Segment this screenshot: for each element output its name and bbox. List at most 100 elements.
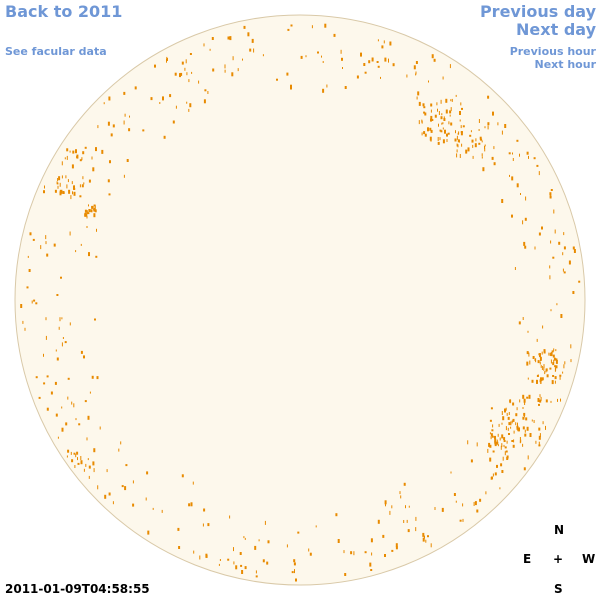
compass-south-label: S xyxy=(554,582,563,596)
facula-point xyxy=(537,374,539,377)
observation-timestamp: 2011-01-09T04:58:55 xyxy=(5,582,150,596)
facula-point xyxy=(207,91,209,94)
facula-point xyxy=(266,561,269,565)
facula-point xyxy=(522,394,525,399)
facula-point xyxy=(492,111,494,116)
facula-point xyxy=(384,554,386,557)
facula-point xyxy=(528,352,530,357)
facula-point xyxy=(501,199,504,203)
facula-point xyxy=(28,269,31,272)
facula-point xyxy=(489,419,492,422)
facula-point xyxy=(161,509,163,513)
facula-point xyxy=(552,362,555,366)
facula-point xyxy=(555,365,558,369)
facula-point xyxy=(33,299,36,302)
facula-point xyxy=(71,459,74,463)
facula-point xyxy=(522,407,524,409)
facula-point xyxy=(568,260,571,265)
facula-point xyxy=(353,551,355,556)
facula-point xyxy=(475,138,477,142)
facula-point xyxy=(321,55,322,58)
facula-point xyxy=(177,527,180,531)
facula-point xyxy=(43,382,46,385)
facula-point xyxy=(70,195,72,200)
facula-point xyxy=(539,433,541,438)
facula-point xyxy=(290,84,292,89)
facula-point xyxy=(400,495,402,499)
next-hour-link[interactable]: Next hour xyxy=(534,58,597,71)
facula-point xyxy=(78,423,81,426)
facula-point xyxy=(35,302,38,305)
facula-point xyxy=(315,525,317,528)
facula-point xyxy=(441,507,444,512)
facula-point xyxy=(505,407,507,411)
facula-point xyxy=(436,102,438,106)
facula-point xyxy=(478,129,480,131)
previous-hour-link[interactable]: Previous hour xyxy=(509,45,596,58)
facula-point xyxy=(166,58,167,63)
facula-point xyxy=(511,420,513,424)
facula-point xyxy=(86,226,88,228)
facula-point xyxy=(456,143,458,147)
facula-point xyxy=(118,448,120,452)
facula-point xyxy=(487,95,490,99)
facula-point xyxy=(560,314,563,318)
facula-point xyxy=(45,317,47,321)
facula-point xyxy=(300,55,303,59)
facula-point xyxy=(467,147,470,152)
facula-point xyxy=(322,61,324,63)
facula-point xyxy=(504,446,507,449)
facula-point xyxy=(267,540,270,544)
facula-point xyxy=(391,505,393,509)
facula-point xyxy=(242,58,243,61)
facula-point xyxy=(178,546,181,549)
facula-point xyxy=(570,359,572,363)
facula-point xyxy=(560,398,561,402)
facula-point xyxy=(73,188,76,190)
facula-point xyxy=(415,516,417,521)
facula-point xyxy=(193,550,195,554)
facula-point xyxy=(66,455,68,458)
facula-point xyxy=(72,191,73,195)
compass-north-label: N xyxy=(554,523,565,537)
facula-point xyxy=(512,444,515,448)
facula-point xyxy=(233,561,235,565)
facula-point xyxy=(572,246,575,250)
facula-point xyxy=(417,91,420,96)
facula-point xyxy=(422,537,425,542)
facula-point xyxy=(202,523,204,527)
facula-point xyxy=(85,213,87,216)
facula-point xyxy=(209,48,211,51)
facula-point xyxy=(389,510,391,515)
facula-point xyxy=(232,56,234,61)
facula-point xyxy=(112,124,115,128)
facula-point xyxy=(264,520,266,525)
next-day-link[interactable]: Next day xyxy=(516,20,596,39)
facula-point xyxy=(56,181,58,185)
facula-point xyxy=(399,491,401,495)
facula-point xyxy=(522,426,525,430)
facula-point xyxy=(476,442,478,447)
facula-point xyxy=(203,43,205,47)
facula-point xyxy=(59,317,61,322)
facula-point xyxy=(459,519,462,522)
previous-day-link[interactable]: Previous day xyxy=(479,2,596,21)
facula-point xyxy=(371,552,373,556)
see-facular-data-link[interactable]: See facular data xyxy=(5,45,107,58)
facula-point xyxy=(501,422,503,425)
facula-point xyxy=(64,157,66,160)
facula-point xyxy=(293,559,296,563)
back-to-year-link[interactable]: Back to 2011 xyxy=(5,2,123,21)
facula-point xyxy=(501,130,503,135)
facula-point xyxy=(499,437,501,441)
facula-point xyxy=(73,191,76,196)
facula-point xyxy=(107,179,110,183)
facula-point xyxy=(531,379,534,383)
facula-point xyxy=(554,365,557,368)
facula-point xyxy=(559,374,562,377)
facula-point xyxy=(416,96,418,100)
facula-point xyxy=(502,456,504,461)
facula-point xyxy=(145,497,147,501)
facula-point xyxy=(523,467,526,471)
facula-point xyxy=(440,130,443,133)
